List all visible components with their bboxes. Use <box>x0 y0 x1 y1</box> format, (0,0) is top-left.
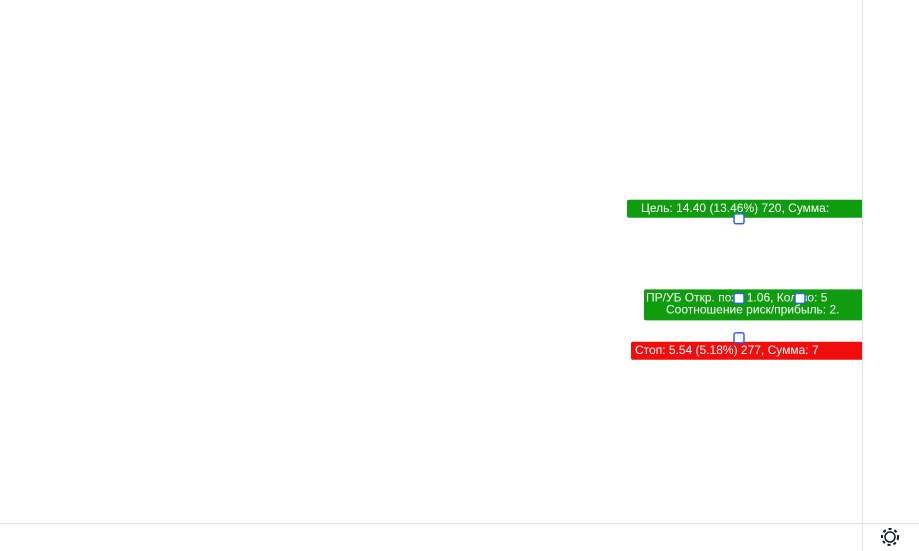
target-box <box>627 199 862 218</box>
position-labels: Цель: 14.40 (13.46%) 720, Сумма: ПР/УБ О… <box>627 199 862 360</box>
settings-icon[interactable] <box>881 528 899 546</box>
stop-box <box>631 341 862 360</box>
label-clip: Цель: 14.40 (13.46%) 720, Сумма: ПР/УБ О… <box>627 199 862 360</box>
pl-box <box>644 289 862 321</box>
stop-text: Стоп: 5.54 (5.18%) 277, Сумма: 7 <box>635 343 819 357</box>
drag-handle <box>794 292 806 305</box>
drag-handle <box>733 332 745 344</box>
ratio-text: Соотношение риск/прибыль: 2. <box>666 303 839 317</box>
drag-handle <box>733 213 745 225</box>
target-text: Цель: 14.40 (13.46%) 720, Сумма: <box>641 201 829 215</box>
drag-handle <box>733 292 745 305</box>
